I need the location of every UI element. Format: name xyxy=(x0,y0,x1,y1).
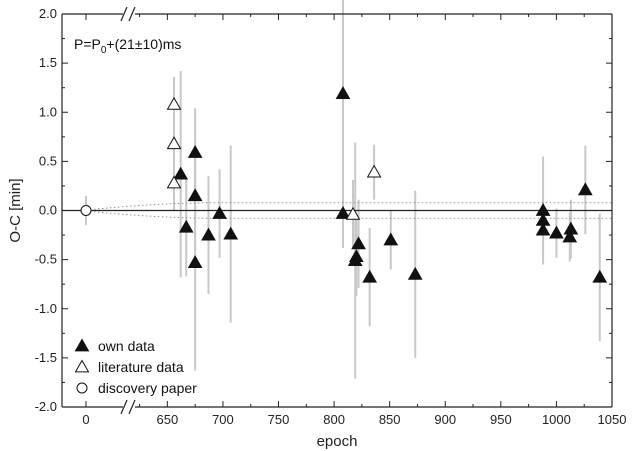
axis-break-gap-top xyxy=(123,11,135,17)
x-axis-label: epoch xyxy=(317,433,358,450)
own-data-point xyxy=(563,221,579,235)
axis-break-mark-bottom-b xyxy=(128,399,136,415)
y-tick-label: 1.5 xyxy=(39,55,57,70)
own-data-point xyxy=(592,269,608,283)
own-data-point xyxy=(187,255,203,268)
legend-symbol-own-data xyxy=(74,338,90,352)
y-tick-label: -1.5 xyxy=(35,350,57,365)
y-tick-label: -1.0 xyxy=(35,301,57,316)
own-data-point xyxy=(407,266,423,280)
error-bars-layer xyxy=(85,0,601,379)
x-tick-label: 1000 xyxy=(542,412,571,427)
own-data-point xyxy=(201,227,216,241)
own-data-point xyxy=(351,236,366,250)
own-data-point xyxy=(549,225,564,239)
y-tick-label: 2.0 xyxy=(39,6,57,21)
ticks-layer: -2.0 -1.5 -1.0 -0.5 0.0 0.5 1.0 1.5 2.0 0 650 700 75… xyxy=(35,6,627,427)
axis-break-gap-bottom xyxy=(123,404,135,410)
legend-label-discovery-paper: discovery paper xyxy=(98,380,197,396)
own-data-point xyxy=(178,219,194,233)
own-data-point xyxy=(173,166,189,180)
y-axis-label: O-C [min] xyxy=(7,178,24,242)
legend-label-literature-data: literature data xyxy=(98,359,184,375)
y-tick-label: 0.5 xyxy=(39,153,57,168)
legend-symbol-discovery-paper xyxy=(76,382,88,394)
markers-layer xyxy=(80,86,608,283)
x-tick-label: 700 xyxy=(212,412,234,427)
literature-data-point xyxy=(166,175,182,189)
period-annotation-subscript: 0 xyxy=(101,45,107,56)
uncertainty-band-upper xyxy=(81,202,612,211)
x-tick-label: 650 xyxy=(156,412,178,427)
literature-data-point xyxy=(166,136,182,150)
x-tick-label: 750 xyxy=(268,412,290,427)
own-data-point xyxy=(335,205,351,219)
own-data-point xyxy=(187,145,203,158)
axis-break-mark-bottom-a xyxy=(120,399,128,415)
own-data-point xyxy=(223,226,239,240)
own-data-point xyxy=(335,86,351,99)
x-tick-label: 900 xyxy=(434,412,456,427)
own-data-point xyxy=(577,182,593,196)
own-data-point xyxy=(362,269,378,283)
own-data-point xyxy=(562,229,578,243)
period-annotation: P=P0+(21±10)ms xyxy=(74,36,181,56)
own-data-point xyxy=(187,188,203,202)
legend-symbol-literature-data xyxy=(74,359,90,373)
own-data-point xyxy=(212,205,227,219)
literature-data-point xyxy=(366,164,382,178)
axis-break-mark-top-b xyxy=(128,6,136,22)
x-tick-label: 950 xyxy=(490,412,512,427)
y-tick-label: 1.0 xyxy=(39,104,57,119)
literature-data-point xyxy=(345,206,361,220)
x-tick-label: 800 xyxy=(323,412,345,427)
literature-data-point xyxy=(166,96,182,110)
own-data-point xyxy=(383,232,399,246)
y-tick-label: 0.0 xyxy=(39,203,57,218)
period-annotation-prefix: P=P xyxy=(74,36,101,52)
own-data-point xyxy=(348,249,364,263)
legend: own data literature data discovery paper xyxy=(74,338,197,396)
x-tick-label: 0 xyxy=(82,412,89,427)
y-tick-label: -2.0 xyxy=(35,399,57,414)
period-annotation-suffix: +(21±10)ms xyxy=(106,36,181,52)
reference-lines-layer xyxy=(62,202,612,219)
y-tick-label: -0.5 xyxy=(35,252,57,267)
x-tick-label: 850 xyxy=(379,412,401,427)
x-tick-label: 1050 xyxy=(598,412,627,427)
own-data-point xyxy=(535,222,551,236)
legend-label-own-data: own data xyxy=(98,338,155,354)
discovery-paper-point xyxy=(80,205,92,216)
axis-break-mark-top-a xyxy=(120,6,128,22)
